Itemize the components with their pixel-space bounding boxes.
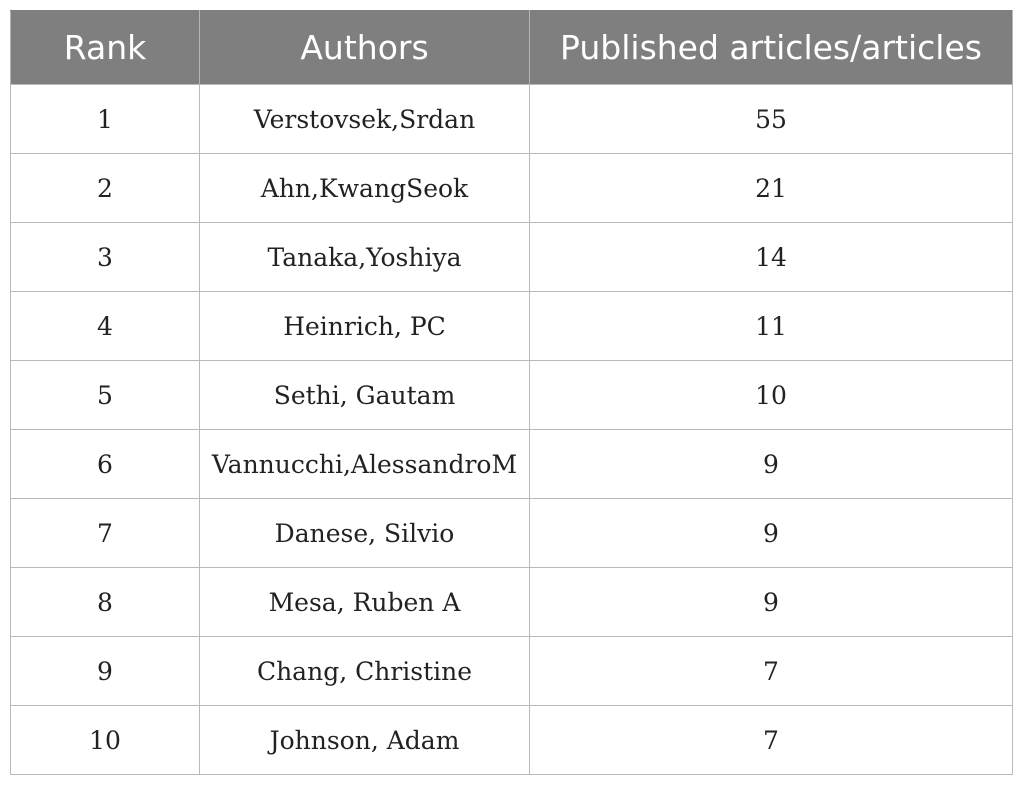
rank-cell: 3 (10, 222, 200, 292)
table-row: 8 Mesa, Ruben A 9 (10, 567, 1013, 637)
table-row: 5 Sethi, Gautam 10 (10, 360, 1013, 430)
table-row: 3 Tanaka,Yoshiya 14 (10, 222, 1013, 292)
rank-cell: 6 (10, 429, 200, 499)
count-cell: 14 (529, 222, 1013, 292)
rank-cell: 2 (10, 153, 200, 223)
table-row: 1 Verstovsek,Srdan 55 (10, 84, 1013, 154)
author-cell: Ahn,KwangSeok (199, 153, 530, 223)
author-cell: Heinrich, PC (199, 291, 530, 361)
table-row: 6 Vannucchi,AlessandroM 9 (10, 429, 1013, 499)
author-cell: Johnson, Adam (199, 705, 530, 775)
rank-cell: 7 (10, 498, 200, 568)
count-cell: 7 (529, 705, 1013, 775)
count-cell: 11 (529, 291, 1013, 361)
table-row: 7 Danese, Silvio 9 (10, 498, 1013, 568)
count-cell: 21 (529, 153, 1013, 223)
table-row: 10 Johnson, Adam 7 (10, 705, 1013, 775)
author-cell: Danese, Silvio (199, 498, 530, 568)
count-cell: 9 (529, 498, 1013, 568)
author-cell: Chang, Christine (199, 636, 530, 706)
table-row: 2 Ahn,KwangSeok 21 (10, 153, 1013, 223)
count-cell: 9 (529, 567, 1013, 637)
rank-cell: 10 (10, 705, 200, 775)
rank-cell: 4 (10, 291, 200, 361)
authors-table-container: Rank Authors Published articles/articles… (10, 10, 1013, 775)
author-cell: Sethi, Gautam (199, 360, 530, 430)
rank-cell: 1 (10, 84, 200, 154)
author-cell: Mesa, Ruben A (199, 567, 530, 637)
header-rank: Rank (10, 10, 200, 85)
header-authors: Authors (199, 10, 530, 85)
count-cell: 55 (529, 84, 1013, 154)
header-published-articles: Published articles/articles (529, 10, 1013, 85)
rank-cell: 9 (10, 636, 200, 706)
table-body: 1 Verstovsek,Srdan 55 2 Ahn,KwangSeok 21… (10, 84, 1013, 775)
table-header: Rank Authors Published articles/articles (10, 10, 1013, 85)
rank-cell: 5 (10, 360, 200, 430)
author-cell: Verstovsek,Srdan (199, 84, 530, 154)
author-cell: Tanaka,Yoshiya (199, 222, 530, 292)
count-cell: 10 (529, 360, 1013, 430)
header-row: Rank Authors Published articles/articles (10, 10, 1013, 85)
authors-table: Rank Authors Published articles/articles… (10, 10, 1013, 775)
count-cell: 9 (529, 429, 1013, 499)
rank-cell: 8 (10, 567, 200, 637)
table-row: 4 Heinrich, PC 11 (10, 291, 1013, 361)
author-cell: Vannucchi,AlessandroM (199, 429, 530, 499)
table-row: 9 Chang, Christine 7 (10, 636, 1013, 706)
count-cell: 7 (529, 636, 1013, 706)
